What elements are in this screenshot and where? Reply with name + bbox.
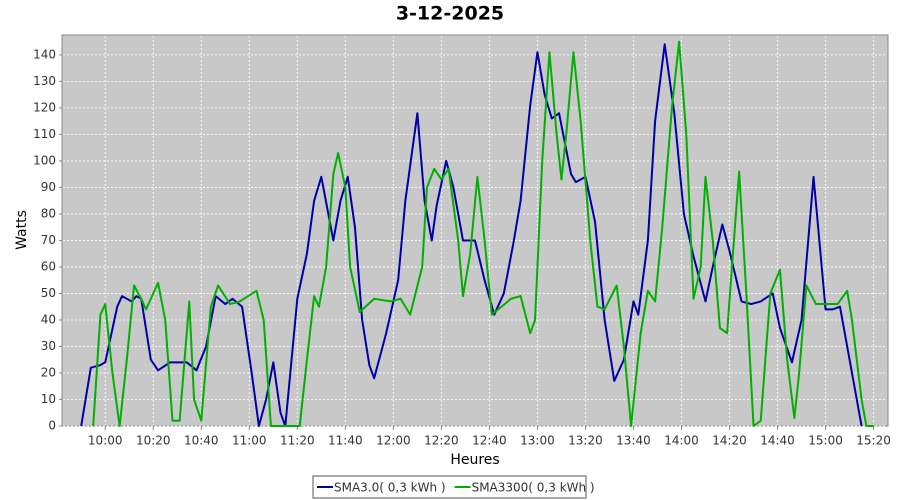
- x-tick-label: 12:20: [424, 434, 459, 448]
- data-line: [80, 43, 863, 427]
- x-tick-label: 11:00: [232, 434, 267, 448]
- x-axis-label: Heures: [450, 452, 499, 468]
- legend: [312, 475, 587, 499]
- x-tick-label: 12:00: [376, 434, 411, 448]
- x-tick-label: 14:00: [664, 434, 699, 448]
- x-tick-label: 11:20: [280, 434, 315, 448]
- y-tick-label: 60: [41, 259, 56, 273]
- y-tick-label: 100: [33, 153, 56, 167]
- x-tick-label: 14:40: [760, 434, 795, 448]
- x-tick-label: 15:00: [808, 434, 843, 448]
- y-tick-label: 30: [41, 339, 56, 353]
- x-tick-label: 13:40: [616, 434, 651, 448]
- x-tick-label: 15:20: [856, 434, 891, 448]
- y-tick-label: 90: [41, 180, 56, 194]
- data-line: [92, 40, 874, 427]
- y-tick-label: 80: [41, 206, 56, 220]
- y-tick-label: 130: [33, 74, 56, 88]
- legend-label: SMA3.0( 0,3 kWh ): [334, 481, 446, 495]
- x-tick-label: 13:20: [568, 434, 603, 448]
- y-tick-label: 120: [33, 100, 56, 114]
- x-tick-label: 11:40: [328, 434, 363, 448]
- chart-title: 3-12-2025: [396, 3, 504, 25]
- y-tick-label: 0: [48, 419, 56, 433]
- x-tick-label: 14:20: [712, 434, 747, 448]
- y-tick-label: 40: [41, 312, 56, 326]
- y-tick-label: 50: [41, 286, 56, 300]
- x-tick-label: 10:20: [136, 434, 171, 448]
- x-tick-label: 10:40: [184, 434, 219, 448]
- y-axis-label: Watts: [14, 210, 30, 250]
- y-tick-label: 20: [41, 365, 56, 379]
- y-tick-label: 110: [33, 127, 56, 141]
- y-tick-label: 70: [41, 233, 56, 247]
- legend-label: SMA3300( 0,3 kWh ): [472, 481, 595, 495]
- y-tick-label: 140: [33, 47, 56, 61]
- x-tick-label: 13:00: [520, 434, 555, 448]
- y-tick-label: 10: [41, 392, 56, 406]
- x-tick-label: 12:40: [472, 434, 507, 448]
- x-tick-label: 10:00: [88, 434, 123, 448]
